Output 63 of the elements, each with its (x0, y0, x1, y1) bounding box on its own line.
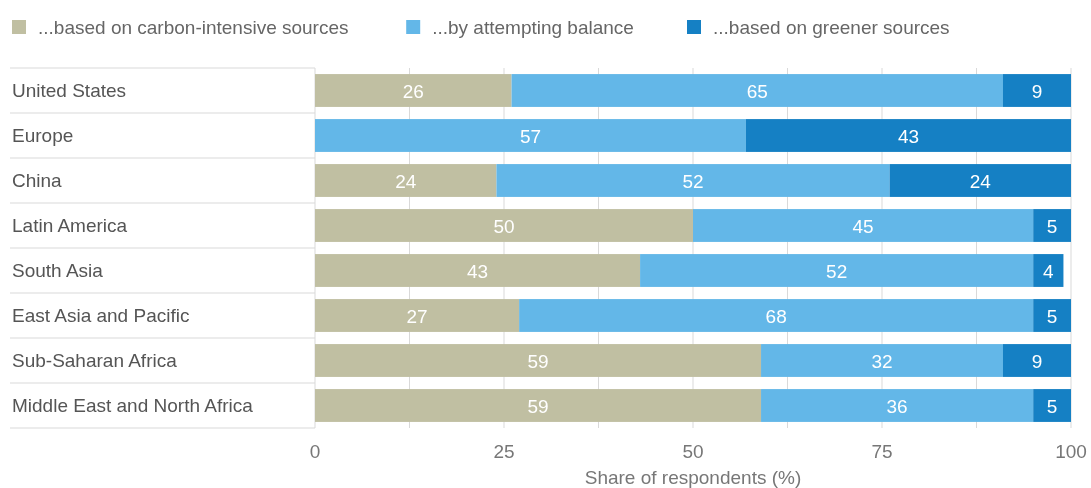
data-label: 52 (682, 170, 704, 192)
bar (745, 119, 1071, 152)
data-label: 43 (897, 125, 920, 147)
data-label: 32 (871, 350, 893, 372)
bar (315, 254, 641, 287)
y-tick-label: Latin America (12, 214, 128, 236)
legend-label: ...by attempting balance (432, 17, 634, 38)
bar (761, 389, 1034, 422)
bar (640, 254, 1034, 287)
x-tick-label: 100 (1055, 441, 1087, 462)
y-tick-label: East Asia and Pacific (12, 304, 190, 326)
data-label: 65 (746, 80, 768, 102)
legend-label: ...based on greener sources (713, 17, 950, 38)
data-label: 9 (1031, 80, 1043, 102)
data-label: 59 (527, 350, 549, 372)
bar (315, 164, 497, 197)
bar (511, 74, 1003, 107)
legend-label: ...based on carbon-intensive sources (38, 17, 349, 38)
y-tick-label: South Asia (12, 259, 104, 281)
data-label: 9 (1031, 350, 1043, 372)
data-label: 24 (969, 170, 992, 192)
x-tick-label: 0 (309, 441, 321, 462)
data-label: 57 (519, 125, 542, 147)
data-label: 68 (765, 305, 787, 327)
bar (889, 164, 1071, 197)
data-label: 50 (493, 215, 515, 237)
data-label: 43 (466, 260, 489, 282)
x-tick-label: 50 (682, 441, 704, 462)
data-label: 59 (527, 395, 549, 417)
data-label: 4 (1043, 260, 1055, 282)
bar (1002, 74, 1071, 107)
x-tick-label: 75 (871, 441, 893, 462)
data-label: 36 (886, 395, 908, 417)
bar (315, 209, 693, 242)
y-tick-label: China (12, 169, 63, 191)
data-label: 5 (1046, 395, 1058, 417)
y-tick-label: Middle East and North Africa (12, 394, 254, 416)
data-label: 5 (1046, 215, 1058, 237)
data-label: 27 (406, 305, 428, 327)
x-tick-label: 25 (493, 441, 515, 462)
bar (519, 299, 1034, 332)
x-axis-title: Share of respondents (%) (584, 467, 802, 488)
data-label: 5 (1046, 305, 1058, 327)
bar (315, 389, 762, 422)
bar (1033, 209, 1071, 242)
data-label: 24 (395, 170, 417, 192)
data-label: 45 (852, 215, 874, 237)
bar (761, 344, 1003, 377)
y-tick-label: United States (12, 79, 127, 101)
bar (315, 299, 520, 332)
bar (315, 119, 746, 152)
bar (315, 344, 762, 377)
bar (496, 164, 890, 197)
bar (1033, 389, 1071, 422)
bar (315, 74, 512, 107)
bar (1033, 254, 1064, 287)
data-label: 52 (826, 260, 848, 282)
bar (1033, 299, 1071, 332)
bar (693, 209, 1034, 242)
bar (1002, 344, 1071, 377)
y-tick-label: Sub-Saharan Africa (12, 349, 178, 371)
y-tick-label: Europe (12, 124, 74, 146)
data-label: 26 (402, 80, 424, 102)
